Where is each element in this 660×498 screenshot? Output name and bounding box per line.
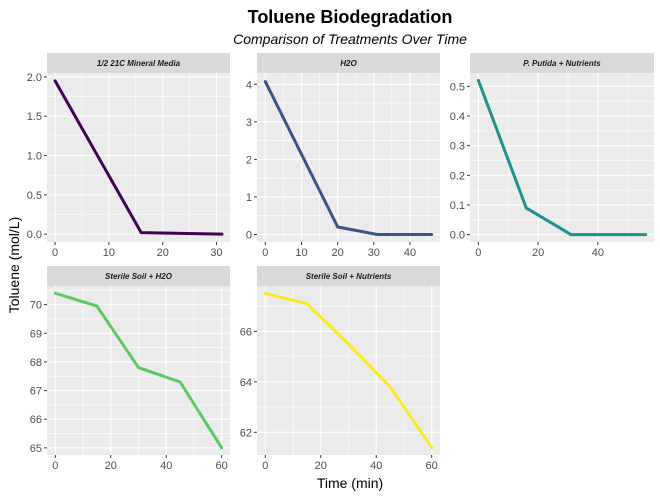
x-tick-label: 30 [210,247,222,259]
y-axis-title: Toluene (mol/L) [6,217,22,314]
x-tick-label: 20 [315,460,327,472]
y-tick-label: 0.3 [450,141,465,153]
data-point [388,385,392,389]
x-tick-label: 30 [368,247,380,259]
data-point [53,79,57,83]
x-tick-label: 40 [592,247,604,259]
data-point [569,233,573,237]
facet-strip [47,266,230,286]
chart-subtitle: Comparison of Treatments Over Time [233,31,467,47]
y-tick-label: 0 [246,229,252,241]
x-tick-label: 40 [160,460,172,472]
y-tick-label: 4 [246,79,252,91]
facet-strip [47,53,230,73]
x-tick-label: 20 [105,460,117,472]
y-tick-label: 0.2 [450,170,465,182]
y-tick-label: 3 [246,117,252,129]
y-tick-label: 0.1 [450,200,465,212]
x-tick-label: 0 [52,460,58,472]
x-tick-label: 0 [262,247,268,259]
facet-strip-label: H2O [340,59,357,68]
y-tick-label: 70 [30,300,42,312]
data-point [476,78,480,82]
x-tick-label: 0 [52,247,58,259]
y-tick-label: 0.5 [27,190,42,202]
panel-background [47,73,230,242]
y-tick-label: 64 [240,377,252,389]
facet-panel: H2O 0 10 20 30 40 0 1 2 3 4 [246,53,440,259]
facet-panel: 1/2 21C Mineral Media 0 10 20 30 0.0 0.5 1.0 1.5… [27,53,230,259]
data-point [95,304,99,308]
y-tick-label: 2.0 [27,72,42,84]
y-tick-label: 65 [30,443,42,455]
x-axis-title: Time (min) [317,475,383,491]
facet-panel: P. Putida + Nutrients 0 20 40 0.0 0.1 0.2 0.3 0.… [450,53,654,259]
data-point [644,233,648,237]
chart-title: Toluene Biodegradation [248,7,453,27]
y-tick-label: 67 [30,386,42,398]
y-tick-label: 0.5 [450,81,465,93]
data-point [53,291,57,295]
x-tick-label: 10 [295,247,307,259]
facet-strip-label: Sterile Soil + Nutrients [306,272,392,281]
y-tick-label: 0.0 [450,230,465,242]
facet-panel: Sterile Soil + Nutrients 0 20 40 60 62 64 66 [240,266,440,472]
x-tick-label: 60 [216,460,228,472]
x-tick-label: 40 [370,460,382,472]
y-tick-label: 69 [30,328,42,340]
data-point [137,366,140,370]
data-point [305,302,309,306]
x-tick-label: 60 [426,460,438,472]
y-tick-label: 1.5 [27,111,42,123]
y-tick-label: 0.0 [27,229,42,241]
data-point [263,292,267,296]
y-tick-label: 68 [30,357,42,369]
data-point [524,206,528,210]
panel-background [257,73,440,242]
y-tick-label: 66 [30,414,42,426]
data-point [430,445,434,449]
y-tick-label: 1 [246,192,252,204]
x-tick-label: 20 [332,247,344,259]
data-point [178,380,182,384]
facet-strip-label: 1/2 21C Mineral Media [97,59,181,68]
series-line [476,79,646,237]
x-tick-label: 0 [475,247,481,259]
facet-strip-label: Sterile Soil + H2O [105,272,173,281]
x-tick-label: 10 [103,247,115,259]
x-tick-label: 20 [532,247,544,259]
y-tick-label: 66 [240,326,252,338]
x-tick-label: 20 [157,247,169,259]
facet-strip-label: P. Putida + Nutrients [523,59,601,68]
data-point [347,342,350,346]
facet-panel: Sterile Soil + H2O 0 20 40 60 65 66 67 68 69 70 [30,266,230,472]
x-tick-label: 0 [262,460,268,472]
data-point [220,446,224,450]
data-point [263,80,267,84]
data-point [430,232,434,236]
panel-background [470,73,654,242]
y-tick-label: 62 [240,427,252,439]
series-line [263,80,432,236]
data-point [336,225,340,229]
y-tick-label: 2 [246,154,252,166]
data-point [139,231,143,235]
facet-strip [257,53,440,73]
y-tick-label: 1.0 [27,151,42,163]
data-point [375,232,379,236]
x-tick-label: 40 [404,247,416,259]
data-point [220,232,224,236]
y-tick-label: 0.4 [450,111,465,123]
facet-strip [470,53,654,73]
facet-strip [257,266,440,286]
